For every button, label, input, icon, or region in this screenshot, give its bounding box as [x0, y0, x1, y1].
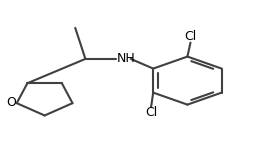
Text: NH: NH	[116, 52, 135, 65]
Text: Cl: Cl	[184, 30, 196, 43]
Text: O: O	[6, 96, 16, 109]
Text: Cl: Cl	[145, 106, 157, 119]
